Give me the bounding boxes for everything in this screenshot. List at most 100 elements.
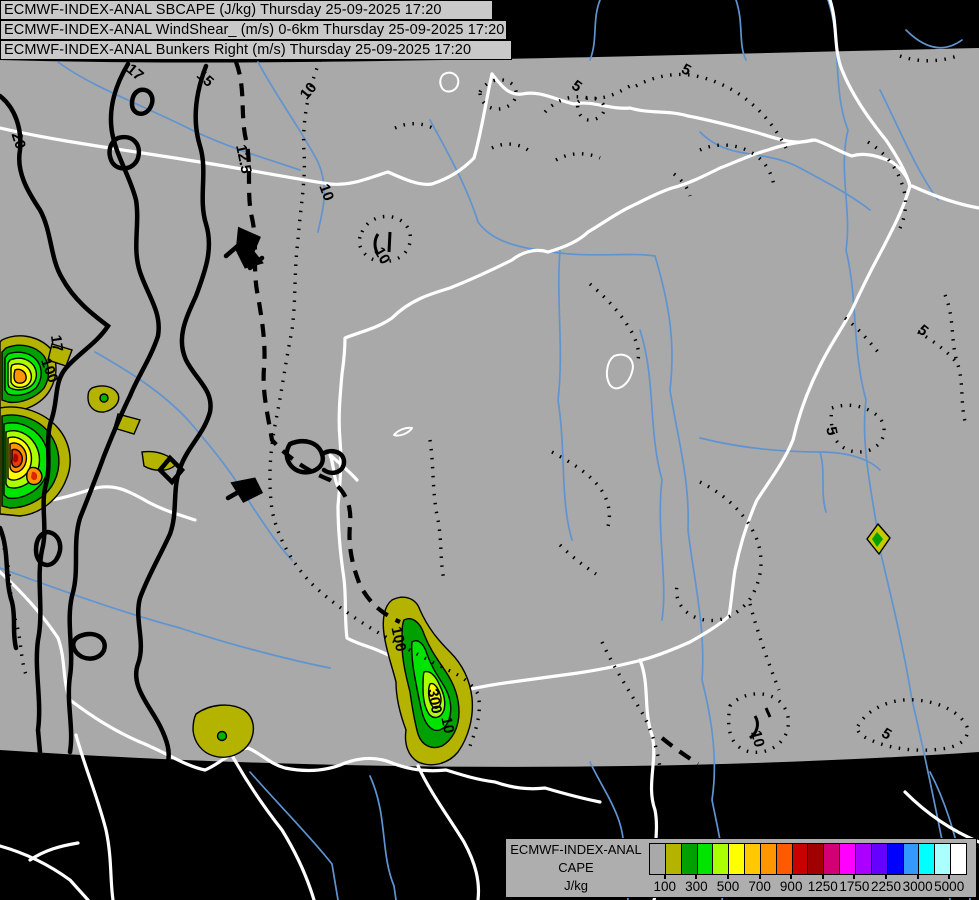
contour-loop: [70, 631, 107, 661]
contour-label-10: 10: [315, 182, 337, 203]
border: [0, 570, 72, 702]
lake-balaton: [393, 426, 413, 437]
legend-tick-label: 5000: [934, 879, 965, 894]
contour-20: [0, 93, 112, 755]
legend-tick-label: 1250: [807, 879, 838, 894]
contour-segment: [225, 487, 245, 501]
river: [905, 29, 963, 49]
legend-tick-label: 500: [716, 879, 740, 894]
legend-color-cell: [839, 844, 855, 874]
contour-label-300: 300: [424, 687, 445, 715]
title-bar-sbcape: ECMWF-INDEX-ANAL SBCAPE (J/kg) Thursday …: [0, 0, 493, 20]
legend-tick-labels: 100 300 500 700 900 1250 1750 2250 3000 5000: [649, 873, 965, 895]
legend-tick-label: 700: [748, 879, 771, 894]
river: [557, 249, 573, 541]
river: [699, 131, 871, 211]
contour-5-loop: [829, 403, 886, 454]
legend-color-cell: [696, 844, 713, 874]
legend-units-label: J/kg: [564, 878, 588, 893]
tisza-river: [827, 0, 951, 900]
border: [28, 841, 80, 862]
legend-tick: [790, 874, 793, 879]
legend-tick: [663, 874, 666, 879]
legend-color-cell: [650, 844, 665, 874]
danube-river: [551, 251, 725, 900]
border: [68, 698, 602, 804]
legend-tick-label: 900: [779, 879, 803, 894]
legend-color-cell: [744, 844, 760, 874]
contour-loop: [129, 87, 155, 117]
river: [94, 351, 293, 561]
cape-legend: ECMWF-INDEX-ANAL CAPE J/kg 100 300 500 700 9…: [505, 838, 977, 898]
windshear-contours-dashed: [234, 61, 700, 766]
lake: [605, 353, 634, 390]
legend-color-cell: [950, 844, 966, 874]
cape-core-red: [31, 471, 38, 481]
cape-dot-green: [216, 730, 228, 742]
cape-core-darkred: [13, 453, 19, 463]
border: [328, 453, 359, 492]
contour-mark: [749, 715, 759, 740]
contour-loop: [284, 439, 326, 475]
legend-color-cell: [728, 844, 745, 874]
border-enclave: [439, 71, 460, 93]
river: [369, 775, 397, 900]
river: [735, 0, 747, 61]
contour-dotted: [491, 142, 529, 152]
river: [699, 437, 881, 471]
legend-tick: [695, 874, 698, 879]
legend-color-cell: [712, 844, 729, 874]
contour-label-17: 17: [47, 334, 66, 353]
river: [249, 771, 339, 900]
contour-label-20: 20: [8, 130, 29, 151]
legend-tick: [758, 874, 761, 879]
title-bar-windshear: ECMWF-INDEX-ANAL WindShear_ (m/s) 0-6km …: [0, 20, 507, 40]
border: [828, 0, 912, 188]
contour-cluster: [230, 477, 264, 503]
legend-color-cell: [870, 844, 887, 874]
legend-tick-label: 100: [653, 879, 677, 894]
contour-loop: [156, 454, 186, 486]
contour-mark: [373, 233, 380, 255]
legend-color-cell: [791, 844, 808, 874]
contour-label-100: 100: [387, 625, 409, 653]
legend-tick: [948, 874, 951, 879]
cape-dot-green: [99, 393, 109, 403]
contour-loop: [107, 134, 142, 171]
legend-title-line: ECMWF-INDEX-ANAL: [510, 842, 642, 857]
legend-tick-label: 1750: [839, 879, 870, 894]
contour-label-12-5: 12.5: [232, 143, 255, 175]
contour-label-10: 10: [437, 715, 457, 735]
legend-color-bar: [649, 843, 967, 875]
contour-dotted: [748, 603, 781, 691]
legend-color-cell: [886, 844, 903, 874]
contour-dashed-segment: [660, 736, 700, 766]
contour-15: [134, 63, 213, 765]
legend-color-cell: [902, 844, 919, 874]
contour-loop: [33, 529, 63, 568]
cape-core-yellow: [427, 682, 442, 709]
legend-color-cell: [934, 844, 951, 874]
river: [257, 61, 326, 233]
legend-title-line: CAPE: [558, 860, 594, 875]
legend-color-cell: [759, 844, 776, 874]
river: [589, 0, 601, 61]
hungary-border: [336, 138, 912, 692]
legend-tick-label: 2250: [870, 879, 902, 894]
legend-tick-label: 300: [685, 879, 708, 894]
contour-inner-marks: [373, 231, 772, 740]
contour-dotted: [674, 480, 763, 623]
legend-color-cell: [918, 844, 935, 874]
legend-color-cell: [854, 844, 871, 874]
cape-dot-green: [872, 532, 883, 547]
contour-17: [66, 61, 161, 755]
contour-segment: [223, 241, 243, 259]
cape-core-orange: [13, 368, 27, 384]
legend-tick: [885, 874, 887, 879]
windshear-contours-dotted: [2, 53, 970, 777]
border: [416, 764, 481, 900]
contour-mark: [387, 231, 392, 253]
